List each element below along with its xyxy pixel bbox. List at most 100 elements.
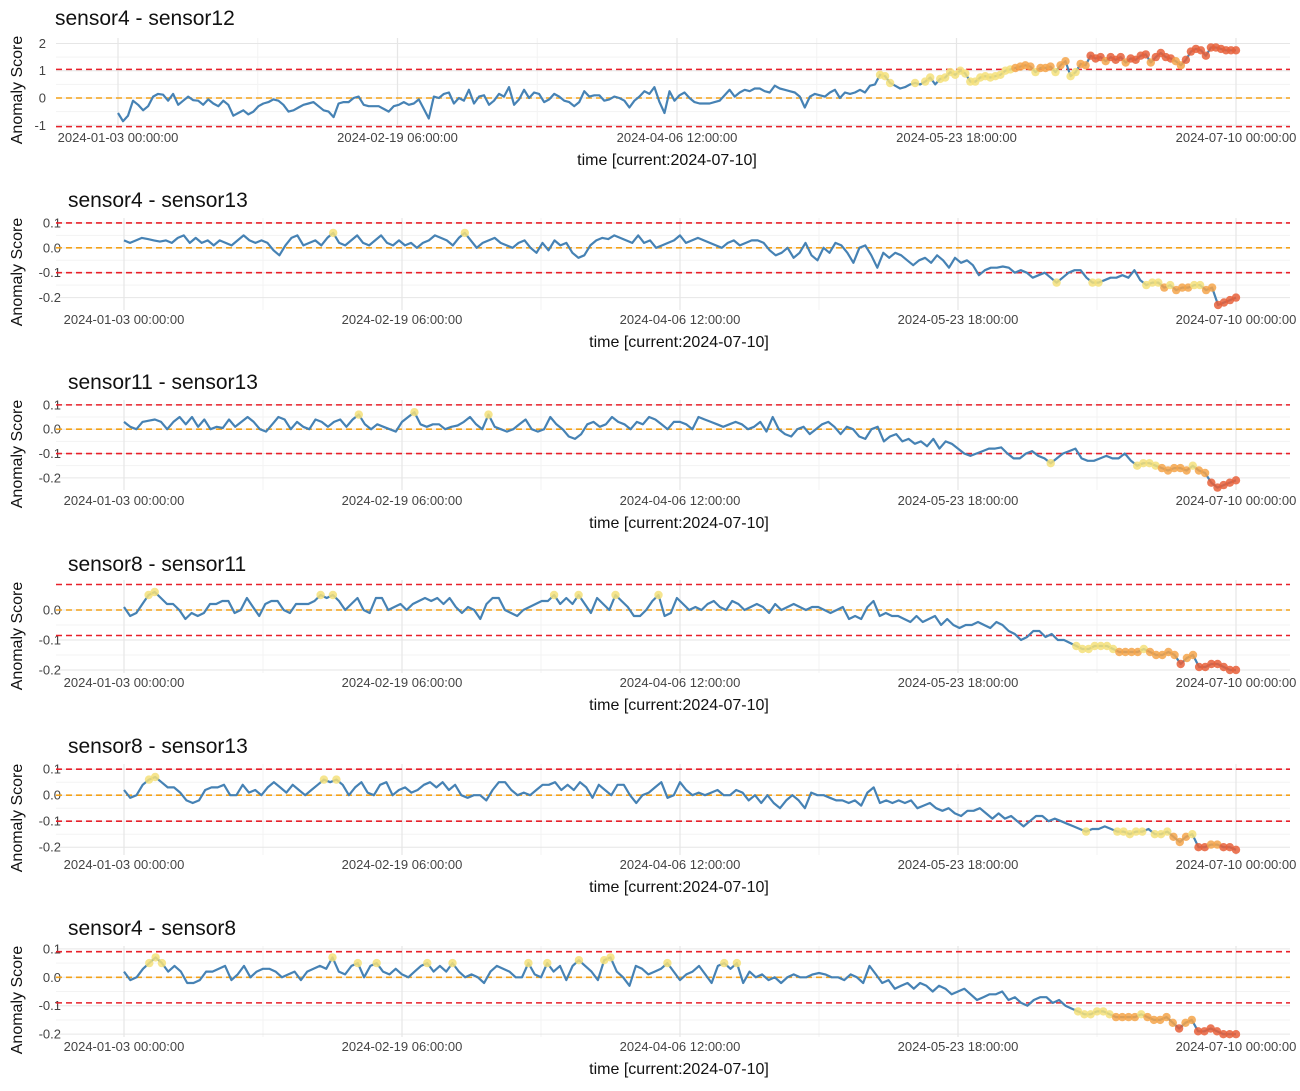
anomaly-point (1081, 61, 1090, 70)
anomaly-point (1154, 278, 1163, 287)
anomaly-point (1026, 62, 1035, 71)
anomaly-point (1118, 1012, 1127, 1022)
anomaly-point (1169, 832, 1178, 841)
anomaly-point (1141, 50, 1151, 59)
anomaly-point (611, 590, 620, 600)
x-tick-label: 2024-04-06 12:00:00 (620, 493, 741, 508)
chart-panel-sensor4-sensor8: sensor4 - sensor8 Anomaly Score time [cu… (0, 910, 1300, 1090)
anomaly-point (1111, 1012, 1121, 1022)
anomaly-point (1130, 1012, 1140, 1022)
anomaly-point (1231, 1030, 1241, 1039)
anomaly-point (941, 73, 950, 82)
x-tick-label: 2024-01-03 00:00:00 (58, 130, 179, 145)
anomaly-point (663, 958, 672, 968)
anomaly-point (1139, 459, 1148, 468)
y-axis-label: Anomaly Score (7, 384, 29, 524)
anomaly-point (145, 958, 154, 968)
anomaly-point (1127, 647, 1136, 657)
anomaly-point (1206, 840, 1216, 849)
anomaly-point (1188, 830, 1197, 839)
y-axis-label-text: Anomaly Score (9, 945, 26, 1055)
anomaly-point (1231, 46, 1241, 55)
anomaly-point (1207, 478, 1216, 487)
anomaly-point (1156, 830, 1166, 839)
anomaly-point (732, 958, 742, 968)
x-tick-label: 2024-07-10 00:00:00 (1176, 1039, 1297, 1054)
anomaly-point (1195, 280, 1205, 290)
anomaly-point (1200, 1027, 1209, 1036)
x-tick-label: 2024-04-06 12:00:00 (620, 312, 741, 327)
anomaly-point (1138, 827, 1147, 836)
x-axis-label: time [current:2024-07-10] (589, 1061, 769, 1078)
anomaly-point (1201, 51, 1211, 60)
anomaly-point (1181, 832, 1191, 841)
x-tick-label: 2024-05-23 18:00:00 (898, 312, 1019, 327)
anomaly-point (1168, 1018, 1178, 1027)
y-tick-label: -0.2 (39, 663, 61, 678)
x-tick-label: 2024-07-10 00:00:00 (1176, 493, 1297, 508)
x-tick-label: 2024-07-10 00:00:00 (1176, 312, 1297, 327)
y-tick-label: -0.2 (39, 1027, 61, 1042)
anomaly-point (316, 590, 325, 600)
y-axis-label: Anomaly Score (7, 930, 29, 1070)
x-tick-label: 2024-04-06 12:00:00 (620, 1039, 741, 1054)
anomaly-point (1096, 641, 1106, 651)
x-tick-label: 2024-04-06 12:00:00 (620, 675, 741, 690)
x-axis-label: time [current:2024-07-10] (589, 515, 769, 532)
anomaly-point (329, 228, 338, 238)
series-line (123, 956, 1236, 1036)
anomaly-point (1046, 62, 1055, 71)
anomaly-point (1163, 827, 1172, 836)
anomaly-point (1150, 830, 1160, 839)
chart-title: sensor8 - sensor13 (68, 735, 248, 758)
anomaly-point (1121, 647, 1130, 657)
anomaly-point (1219, 1030, 1228, 1039)
anomaly-point (1156, 1015, 1165, 1025)
anomaly-point (1086, 1010, 1095, 1019)
anomaly-point (1051, 67, 1060, 77)
anomaly-point (1162, 1012, 1171, 1022)
chart-panel-sensor8-sensor11: sensor8 - sensor11 Anomaly Score time [c… (0, 546, 1300, 726)
anomaly-point (885, 78, 895, 88)
anomaly-point (1188, 650, 1198, 660)
x-tick-label: 2024-05-23 18:00:00 (898, 493, 1019, 508)
y-tick-label: 0.0 (43, 240, 61, 255)
x-axis-label: time [current:2024-07-10] (589, 697, 769, 714)
y-tick-label: 0 (39, 91, 46, 106)
chart-title: sensor11 - sensor13 (68, 371, 258, 394)
x-tick-label: 2024-05-23 18:00:00 (898, 1039, 1019, 1054)
anomaly-point (1105, 1010, 1114, 1019)
anomaly-point (1207, 659, 1216, 669)
series-line (123, 231, 1237, 307)
y-tick-label: -0.2 (39, 290, 61, 305)
anomaly-point (1231, 476, 1241, 485)
x-tick-label: 2024-02-19 06:00:00 (342, 493, 463, 508)
anomaly-point (1181, 55, 1191, 64)
anomaly-point (1151, 650, 1161, 660)
y-axis-label: Anomaly Score (7, 202, 29, 342)
anomaly-point (1225, 1030, 1234, 1039)
anomaly-point (151, 772, 160, 782)
anomaly-point (1092, 1007, 1102, 1016)
chart-panel-sensor4-sensor12: sensor4 - sensor12 Anomaly Score time [c… (0, 0, 1300, 180)
anomaly-point (1181, 1018, 1190, 1027)
y-tick-label: -1 (34, 118, 46, 133)
anomaly-point (1170, 463, 1179, 473)
anomaly-point (1090, 641, 1099, 651)
anomaly-point (961, 69, 970, 78)
x-tick-label: 2024-01-03 00:00:00 (64, 312, 185, 327)
anomaly-point (524, 958, 533, 968)
series-line (123, 775, 1237, 851)
x-tick-label: 2024-05-23 18:00:00 (898, 675, 1019, 690)
anomaly-point (1194, 843, 1203, 852)
x-axis-label: time [current:2024-07-10] (577, 152, 757, 169)
x-tick-label: 2024-04-06 12:00:00 (620, 857, 741, 872)
anomaly-point (1194, 662, 1204, 672)
y-tick-label: 0.0 (43, 970, 61, 985)
anomaly-point (1094, 278, 1103, 287)
anomaly-point (1071, 67, 1080, 77)
